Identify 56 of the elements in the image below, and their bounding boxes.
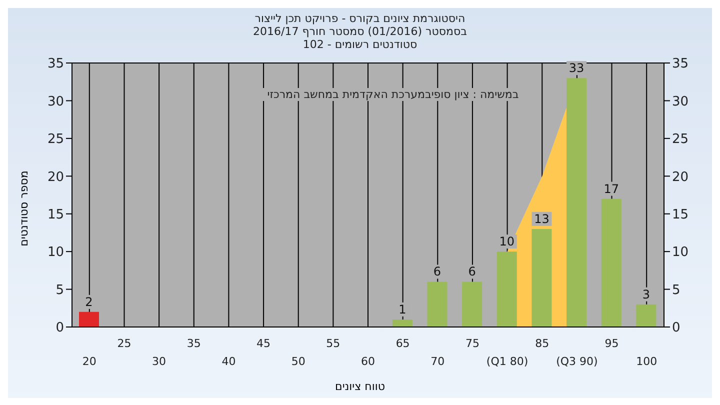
x-tick-label: 40 [222, 355, 236, 368]
x-tick-label: 55 [326, 337, 340, 350]
bar [392, 319, 412, 327]
data-label: 13 [534, 212, 550, 226]
y-tick-label: 25 [47, 132, 64, 148]
bar [636, 304, 656, 327]
y2-tick-label: 20 [672, 170, 689, 185]
y-tick-label: 10 [47, 245, 64, 260]
chart-subtitle: בסמסטר (01/2016) סמסטר חורף 2016/17 סטודנטים רשומים - 102 [252, 25, 468, 51]
y2-tick-label: 10 [672, 245, 689, 260]
y-tick-label: 35 [47, 56, 64, 72]
x-tick-label: 45 [256, 337, 271, 350]
y-tick-label: 20 [47, 170, 64, 185]
chart-title: היסטוגרמת ציונים בקורס - פרויקט תכן לייצור [254, 12, 466, 25]
bar [462, 282, 482, 327]
y-axis-title: מספר סטודנטים [17, 170, 30, 246]
x-tick-label: 20 [82, 355, 96, 368]
x-tick-label: (Q1 80) [486, 355, 528, 368]
x-tick-label: 30 [152, 355, 166, 368]
y-tick-label: 30 [47, 94, 64, 110]
data-label: 1 [398, 302, 406, 316]
y-tick-label: 0 [56, 320, 64, 336]
data-label: 10 [499, 234, 515, 249]
y2-tick-label: 30 [672, 94, 689, 110]
bar [496, 252, 517, 327]
y2-tick-label: 0 [672, 320, 680, 336]
data-label: 6 [468, 264, 476, 279]
data-label: 6 [433, 264, 442, 279]
data-label: 17 [604, 182, 619, 196]
data-label: 3 [642, 287, 650, 302]
bar [566, 78, 587, 327]
bar [532, 228, 552, 327]
x-tick-label: 85 [535, 337, 550, 350]
data-label: 2 [85, 294, 93, 309]
y-tick-label: 5 [56, 282, 64, 298]
x-tick-label: 70 [430, 355, 445, 368]
y2-tick-label: 15 [672, 207, 689, 222]
x-tick-label: 60 [361, 355, 375, 368]
x-tick-label: 25 [117, 337, 132, 350]
x-tick-label: (Q3 90) [556, 355, 598, 368]
data-label: 33 [568, 61, 584, 76]
bar [79, 312, 99, 327]
y-tick-label: 15 [47, 207, 64, 222]
x-tick-label: 65 [396, 337, 410, 350]
x-tick-label: 95 [604, 337, 619, 350]
annotation: במשימה : ציון סופיבמערכת האקדמית במחשב המרכזי [258, 88, 528, 101]
x-tick-label: 50 [291, 355, 306, 368]
y2-tick-label: 5 [672, 282, 680, 298]
x-tick-label: 75 [465, 337, 480, 350]
y2-tick-label: 35 [672, 56, 689, 72]
x-tick-label: 35 [186, 337, 201, 350]
y2-tick-label: 25 [672, 132, 689, 148]
bar [427, 282, 448, 327]
bar [601, 198, 622, 327]
x-axis-title: טווח ציונים [334, 380, 386, 393]
x-tick-label: 100 [636, 355, 658, 368]
